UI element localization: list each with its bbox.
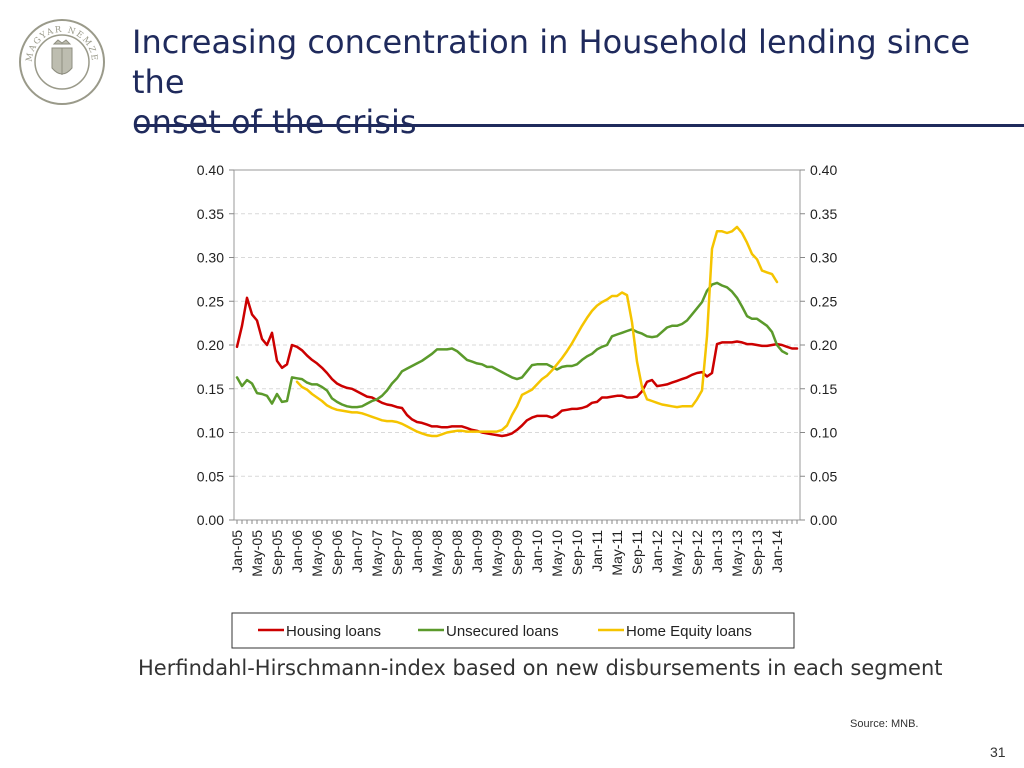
x-tick-label: May-07	[369, 530, 385, 577]
legend-label: Home Equity loans	[626, 623, 752, 640]
slide-title-line-1: Increasing concentration in Household le…	[132, 23, 970, 101]
y-axis-left: 0.00 0.05 0.10 0.15 0.20 0.25 0.30 0.35 0.40	[197, 162, 234, 528]
y-tick-label-right: 0.10	[810, 425, 837, 441]
y-tick-label-right: 0.15	[810, 381, 837, 397]
y-tick-label-left: 0.05	[197, 468, 224, 484]
x-tick-label: Jan-10	[529, 530, 545, 573]
chart-subtitle: Herfindahl-Hirschmann-index based on new…	[138, 656, 943, 680]
legend-box	[231, 612, 795, 649]
y-tick-label-left: 0.10	[197, 425, 224, 441]
y-tick-label-right: 0.30	[810, 250, 837, 266]
y-tick-label-left: 0.20	[197, 337, 224, 353]
y-tick-label-left: 0.25	[197, 293, 224, 309]
x-tick-label: Jan-08	[409, 530, 425, 573]
source-note: Source: MNB.	[850, 718, 919, 730]
series-lines	[235, 225, 799, 438]
y-tick-label-left: 0.15	[197, 381, 224, 397]
x-tick-label: Jan-05	[229, 530, 245, 573]
legend: Housing loans Unsecured loans Home Equity …	[231, 612, 795, 649]
y-tick-label-right: 0.20	[810, 337, 837, 353]
x-tick-label: Sep-09	[509, 530, 525, 575]
gridlines	[234, 213, 800, 477]
x-tick-label: Jan-09	[469, 530, 485, 573]
series-line-housing-loans	[235, 296, 799, 438]
y-tick-label-right: 0.05	[810, 468, 837, 484]
x-tick-label: May-13	[729, 530, 745, 577]
series-line-home-equity-loans	[295, 225, 779, 438]
x-tick-label: Sep-12	[689, 530, 705, 575]
y-tick-label-left: 0.30	[197, 250, 224, 266]
mnb-logo: MAGYAR NEMZETI BANK	[18, 18, 105, 105]
x-tick-label: Sep-11	[629, 530, 645, 574]
x-tick-label: May-05	[249, 530, 265, 577]
x-tick-label: Jan-13	[709, 530, 725, 573]
x-tick-label: Jan-12	[649, 530, 665, 573]
legend-label: Housing loans	[286, 623, 381, 640]
x-tick-label: May-12	[669, 530, 685, 577]
x-tick-label: Sep-13	[749, 530, 765, 575]
x-tick-label: May-08	[429, 530, 445, 577]
x-tick-label: Jan-14	[769, 530, 785, 573]
legend-label: Unsecured loans	[446, 623, 559, 640]
x-axis: Jan-05 May-05 Sep-05 Jan-06 May-06 Sep-06 Jan-…	[229, 520, 798, 577]
y-tick-label-right: 0.35	[810, 206, 837, 222]
slide-title-line-2: onset of the crisis	[132, 103, 417, 141]
page-number: 31	[990, 744, 1006, 760]
y-tick-label-left: 0.35	[197, 206, 224, 222]
y-tick-label-right: 0.25	[810, 293, 837, 309]
hhi-line-chart: 0.00 0.05 0.10 0.15 0.20 0.25 0.30 0.35 0.40 0.0…	[197, 162, 837, 649]
series-line-unsecured-loans	[235, 281, 789, 409]
y-tick-label-right: 0.00	[810, 512, 837, 528]
x-tick-label: Sep-08	[449, 530, 465, 575]
x-tick-label: May-06	[309, 530, 325, 577]
slide-title: Increasing concentration in Household le…	[132, 22, 1002, 142]
x-tick-label: Sep-05	[269, 530, 285, 575]
x-tick-label: May-11	[609, 530, 625, 576]
x-tick-label: Sep-06	[329, 530, 345, 575]
x-tick-label: May-10	[549, 530, 565, 577]
title-divider	[134, 124, 1024, 127]
x-tick-label: Jan-07	[349, 530, 365, 573]
x-tick-label: Jan-11	[589, 530, 605, 572]
y-axis-right: 0.00 0.05 0.10 0.15 0.20 0.25 0.30 0.35 0.40	[800, 162, 837, 528]
x-tick-label: Sep-10	[569, 530, 585, 575]
y-tick-label-left: 0.40	[197, 162, 224, 178]
x-tick-label: Sep-07	[389, 530, 405, 575]
x-tick-label: Jan-06	[289, 530, 305, 573]
y-tick-label-left: 0.00	[197, 512, 224, 528]
y-tick-label-right: 0.40	[810, 162, 837, 178]
x-tick-label: May-09	[489, 530, 505, 577]
